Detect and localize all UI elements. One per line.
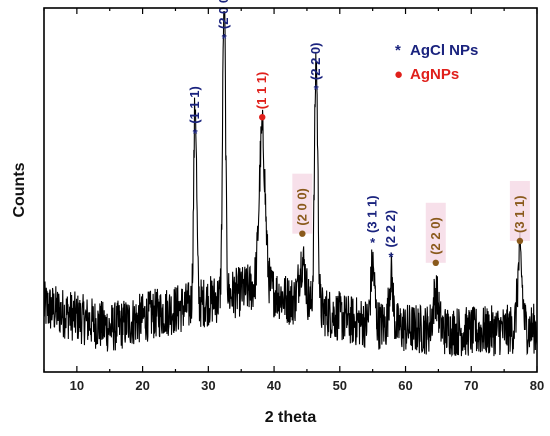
- annotations-layer: *(1 1 1)*(2 0 0)(1 1 1)(2 0 0)*(2 2 0)*(…: [187, 0, 530, 266]
- peak-marker-dot: [516, 237, 524, 245]
- peak-marker-star: *: [389, 250, 395, 265]
- annotation-highlight: [509, 180, 530, 241]
- peak-miller-index: (2 2 0): [308, 43, 323, 81]
- peak-marker-star: *: [370, 235, 376, 250]
- peak-miller-index: (3 1 1): [512, 195, 527, 233]
- legend-marker-agnps: ●: [394, 66, 403, 83]
- peak-marker-dot: [432, 259, 439, 266]
- peak-annotation: (2 2 0): [425, 202, 446, 266]
- peak-annotation: (3 1 1): [509, 180, 530, 245]
- legend-label-agnps: AgNPs: [410, 66, 459, 83]
- peak-miller-index: (1 1 1): [254, 72, 269, 110]
- peak-annotation: *(2 2 0): [308, 43, 323, 98]
- peak-annotation: (1 1 1): [254, 72, 269, 121]
- x-tick-label: 30: [201, 378, 215, 393]
- x-tick-label: 80: [530, 378, 544, 393]
- peak-annotation: * (1 1 1): [187, 86, 202, 141]
- peak-marker-star: *: [314, 82, 320, 97]
- x-axis-title: 2 theta: [265, 409, 317, 426]
- x-tick-label: 60: [398, 378, 412, 393]
- peak-miller-index: (3 1 1): [365, 195, 380, 233]
- peak-marker-star: *: [222, 31, 228, 46]
- x-tick-label: 10: [70, 378, 84, 393]
- x-tick-label: 20: [135, 378, 149, 393]
- data-trace-layer: [43, 11, 538, 358]
- peak-miller-index: (1 1 1): [187, 86, 202, 124]
- peak-miller-index: (2 0 0): [216, 0, 231, 29]
- peak-annotation: (2 0 0): [292, 173, 313, 237]
- annotation-highlight: [292, 173, 313, 234]
- x-tick-label: 40: [267, 378, 281, 393]
- xrd-trace: [43, 11, 538, 358]
- peak-miller-index: (2 0 0): [294, 188, 309, 226]
- peak-marker-star: *: [193, 126, 199, 141]
- legend-marker-agcl: *: [395, 42, 401, 59]
- peak-marker-dot: [259, 114, 266, 121]
- peak-miller-index: (2 2 0): [428, 217, 443, 255]
- legend: * AgCl NPs ● AgNPs: [394, 42, 478, 83]
- peak-annotation: * (3 1 1): [365, 195, 380, 250]
- x-tick-label: 70: [464, 378, 478, 393]
- peak-miller-index: (2 2 2): [383, 210, 398, 248]
- annotation-highlight: [425, 202, 446, 263]
- x-tick-labels: 10 20 30 40 50 60 70 80: [70, 378, 545, 393]
- peak-annotation: * (2 0 0): [216, 0, 231, 46]
- peak-marker-dot: [299, 230, 306, 237]
- peak-annotation: * (2 2 2): [383, 210, 398, 265]
- y-axis-title: Counts: [11, 162, 28, 217]
- legend-label-agcl: AgCl NPs: [410, 42, 478, 59]
- x-tick-label: 50: [333, 378, 347, 393]
- plot-frame: [43, 7, 538, 373]
